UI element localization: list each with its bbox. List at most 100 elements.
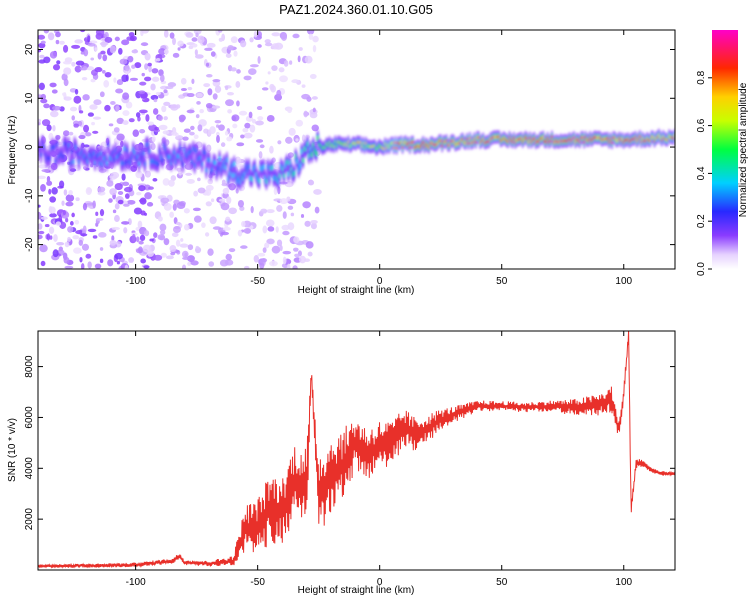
noise-blob bbox=[292, 265, 298, 269]
noise-blob bbox=[243, 75, 252, 81]
noise-blob bbox=[155, 58, 161, 62]
noise-blob bbox=[221, 183, 228, 187]
noise-blob bbox=[301, 93, 311, 100]
noise-blob bbox=[163, 238, 170, 246]
ridge-core bbox=[258, 178, 261, 184]
noise-blob bbox=[226, 136, 233, 142]
noise-blob bbox=[249, 124, 256, 133]
noise-blob bbox=[40, 216, 48, 220]
noise-blob bbox=[311, 96, 318, 100]
noise-blob bbox=[138, 246, 143, 254]
noise-blob bbox=[282, 211, 287, 219]
noise-blob bbox=[169, 245, 177, 253]
noise-blob bbox=[122, 120, 129, 126]
noise-blob bbox=[293, 236, 300, 244]
noise-blob bbox=[124, 193, 130, 199]
noise-blob bbox=[129, 77, 139, 81]
noise-blob bbox=[193, 134, 199, 140]
noise-blob bbox=[115, 88, 124, 94]
noise-blob bbox=[218, 37, 224, 42]
noise-blob bbox=[271, 43, 280, 50]
ridge-core bbox=[124, 160, 127, 166]
noise-blob bbox=[80, 233, 88, 237]
ridge-core bbox=[157, 161, 160, 167]
noise-blob bbox=[225, 53, 232, 59]
noise-blob bbox=[104, 36, 113, 43]
noise-blob bbox=[259, 144, 265, 149]
noise-blob bbox=[266, 209, 275, 214]
spectrogram-x-tick-label: -50 bbox=[250, 276, 265, 287]
noise-blob bbox=[205, 62, 210, 67]
noise-blob bbox=[89, 104, 98, 110]
noise-blob bbox=[233, 50, 238, 57]
noise-blob bbox=[158, 124, 168, 131]
ridge-core bbox=[250, 176, 253, 182]
noise-blob bbox=[207, 88, 213, 96]
ridge-core bbox=[266, 164, 269, 170]
noise-blob bbox=[224, 85, 229, 91]
noise-blob bbox=[40, 98, 48, 104]
noise-blob bbox=[288, 127, 296, 136]
noise-blob bbox=[87, 35, 91, 43]
noise-blob bbox=[172, 52, 180, 58]
noise-blob bbox=[210, 198, 215, 203]
ridge-core bbox=[53, 144, 56, 151]
noise-blob bbox=[151, 136, 156, 142]
noise-blob bbox=[312, 107, 316, 113]
noise-blob bbox=[56, 242, 65, 246]
spectrogram-frame bbox=[37, 29, 676, 270]
noise-blob bbox=[114, 183, 123, 191]
noise-blob bbox=[93, 116, 102, 120]
noise-blob bbox=[253, 31, 258, 38]
noise-blob bbox=[123, 186, 133, 193]
noise-blob bbox=[282, 250, 292, 255]
noise-blob bbox=[177, 40, 184, 47]
noise-blob bbox=[159, 74, 165, 82]
snr-y-axis: 2000 4000 6000 8000 bbox=[24, 355, 675, 530]
noise-blob bbox=[304, 220, 311, 227]
noise-blob bbox=[210, 51, 216, 57]
noise-blob bbox=[80, 263, 85, 269]
noise-blob bbox=[176, 202, 186, 210]
colorbar-label: Normalized spectral amplitude bbox=[738, 82, 749, 217]
noise-blob bbox=[67, 236, 71, 242]
noise-blob bbox=[104, 104, 111, 112]
snr-panel: -100 -50 0 50 100 2000 4000 6000 8000 Height of… bbox=[7, 330, 676, 596]
noise-blob bbox=[100, 141, 107, 147]
noise-blob bbox=[297, 55, 301, 63]
noise-blob bbox=[257, 252, 266, 257]
noise-blob bbox=[275, 226, 279, 233]
noise-blob bbox=[302, 201, 311, 209]
noise-blob bbox=[167, 82, 177, 88]
noise-blob bbox=[157, 216, 163, 222]
noise-blob bbox=[74, 219, 80, 225]
noise-blob bbox=[46, 233, 51, 241]
ridge-core bbox=[107, 142, 110, 148]
noise-blob bbox=[165, 85, 174, 90]
noise-blob bbox=[208, 261, 215, 267]
noise-blob bbox=[143, 265, 150, 269]
noise-blob bbox=[228, 207, 237, 215]
noise-blob bbox=[169, 211, 175, 218]
noise-blob bbox=[38, 164, 47, 169]
noise-blob bbox=[193, 215, 202, 223]
noise-blob bbox=[41, 169, 51, 173]
noise-blob bbox=[264, 242, 270, 249]
noise-blob bbox=[249, 64, 259, 68]
noise-blob bbox=[38, 204, 41, 208]
noise-blob bbox=[116, 133, 125, 141]
noise-blob bbox=[53, 234, 58, 242]
noise-blob bbox=[116, 117, 124, 124]
noise-blob bbox=[62, 209, 67, 216]
noise-blob bbox=[231, 114, 240, 122]
noise-blob bbox=[298, 47, 303, 51]
noise-blob bbox=[78, 239, 84, 246]
noise-blob bbox=[61, 200, 65, 206]
noise-blob bbox=[303, 110, 308, 118]
noise-blob bbox=[152, 108, 159, 115]
noise-blob bbox=[99, 91, 105, 98]
noise-blob bbox=[158, 69, 164, 77]
noise-blob bbox=[294, 253, 301, 258]
ridge-core bbox=[208, 157, 211, 164]
noise-blob bbox=[83, 124, 90, 133]
